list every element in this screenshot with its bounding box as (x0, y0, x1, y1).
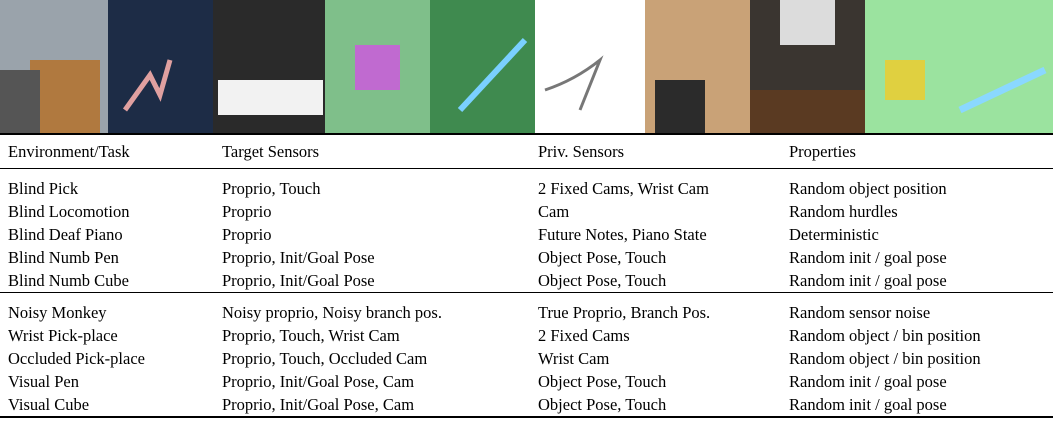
cell: Proprio (222, 225, 272, 244)
cell: Blind Locomotion (8, 202, 130, 221)
header-row: Environment/Task Target Sensors Priv. Sens… (0, 134, 1053, 169)
column-header: Priv. Sensors (538, 142, 625, 161)
cell: Proprio, Init/Goal Pose (222, 248, 375, 267)
cell: Blind Pick (8, 179, 79, 198)
table-row: Blind Pick Proprio, Touch 2 Fixed Cams, Wr… (0, 169, 1053, 201)
cell: Proprio, Touch, Wrist Cam (222, 326, 400, 345)
cell: Noisy proprio, Noisy branch pos. (222, 303, 442, 322)
cell: Proprio, Init/Goal Pose, Cam (222, 395, 415, 414)
cell: Visual Pen (8, 372, 79, 391)
environment-images (0, 0, 1053, 133)
keys (218, 80, 323, 115)
table-row: Blind Numb Cube Proprio, Init/Goal Pose Ob… (0, 269, 1053, 293)
cell: Object Pose, Touch (538, 372, 667, 391)
cell: Noisy Monkey (8, 303, 107, 322)
cell: Random init / goal pose (789, 248, 947, 267)
cell: Random init / goal pose (789, 372, 947, 391)
table-row: Visual Cube Proprio, Init/Goal Pose, Cam O… (0, 393, 1053, 417)
cell: Proprio, Touch, Occluded Cam (222, 349, 428, 368)
cell: Blind Numb Cube (8, 271, 130, 290)
column-header: Target Sensors (222, 142, 320, 161)
cell: Random init / goal pose (789, 271, 947, 290)
cell: Object Pose, Touch (538, 271, 667, 290)
cell: Future Notes, Piano State (538, 225, 707, 244)
cell: Proprio, Touch (222, 179, 321, 198)
monkey (544, 55, 604, 111)
table-row: Visual Pen Proprio, Init/Goal Pose, Cam Ob… (0, 370, 1053, 393)
cell: 2 Fixed Cams (538, 326, 630, 345)
cell: Random object / bin position (789, 349, 981, 368)
gripper (780, 0, 835, 45)
cell: Random object / bin position (789, 326, 981, 345)
row-group: Noisy Monkey Noisy proprio, Noisy branch … (0, 293, 1053, 417)
pen (457, 37, 528, 113)
locomotion-image (108, 0, 213, 133)
row-group: Blind Pick Proprio, Touch 2 Fixed Cams, Wr… (0, 169, 1053, 293)
cube (355, 45, 400, 90)
cell: Proprio, Init/Goal Pose (222, 271, 375, 290)
cell: 2 Fixed Cams, Wrist Cam (538, 179, 709, 198)
cell: Visual Cube (8, 395, 90, 414)
table (750, 90, 865, 133)
cube (885, 60, 925, 100)
cell: Blind Numb Pen (8, 248, 119, 267)
cell: Random sensor noise (789, 303, 931, 322)
cell: Wrist Cam (538, 349, 610, 368)
table: Environment/Task Target Sensors Priv. Sens… (0, 133, 1053, 418)
cell: Deterministic (789, 225, 879, 244)
cell: Proprio (222, 202, 272, 221)
pen-image (430, 0, 535, 133)
cell: Random object position (789, 179, 947, 198)
cell: Random init / goal pose (789, 395, 947, 414)
table-row: Blind Numb Pen Proprio, Init/Goal Pose Obj… (0, 246, 1053, 269)
wood-box (30, 60, 100, 133)
table-row: Noisy Monkey Noisy proprio, Noisy branch … (0, 293, 1053, 325)
column-header: Properties (789, 142, 856, 161)
cell: True Proprio, Branch Pos. (538, 303, 711, 322)
pen (958, 66, 1047, 114)
table-row: Blind Locomotion Proprio Cam Random hurdles (0, 200, 1053, 223)
cell: Object Pose, Touch (538, 248, 667, 267)
table-row: Occluded Pick-place Proprio, Touch, Occlu… (0, 347, 1053, 370)
table-row: Blind Deaf Piano Proprio Future Notes, Pia… (0, 223, 1053, 246)
cell: Cam (538, 202, 570, 221)
cell: Proprio, Init/Goal Pose, Cam (222, 372, 415, 391)
column-header: Environment/Task (8, 142, 130, 161)
cell: Wrist Pick-place (8, 326, 118, 345)
table-row: Wrist Pick-place Proprio, Touch, Wrist Ca… (0, 324, 1053, 347)
cell: Random hurdles (789, 202, 898, 221)
cell: Occluded Pick-place (8, 349, 145, 368)
bin (655, 80, 705, 133)
cell: Blind Deaf Piano (8, 225, 123, 244)
table-header: Environment/Task Target Sensors Priv. Sens… (0, 134, 1053, 169)
robot-base (0, 70, 40, 133)
walker (122, 59, 173, 112)
cell: Object Pose, Touch (538, 395, 667, 414)
